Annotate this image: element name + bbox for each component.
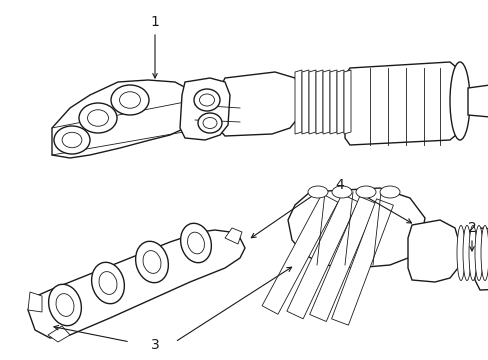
Ellipse shape [56, 294, 74, 316]
Polygon shape [315, 70, 323, 134]
Ellipse shape [111, 85, 149, 115]
Polygon shape [180, 78, 229, 140]
Polygon shape [294, 70, 302, 134]
Ellipse shape [379, 186, 399, 198]
Polygon shape [308, 70, 315, 134]
Ellipse shape [54, 126, 90, 154]
Polygon shape [343, 70, 350, 134]
Polygon shape [52, 80, 195, 158]
Ellipse shape [198, 113, 222, 133]
Ellipse shape [187, 232, 204, 254]
Text: 4: 4 [335, 178, 344, 192]
Polygon shape [474, 228, 488, 290]
Ellipse shape [456, 225, 464, 280]
Polygon shape [407, 220, 459, 282]
Text: 2: 2 [467, 221, 475, 235]
Ellipse shape [119, 92, 140, 108]
Ellipse shape [91, 262, 124, 304]
Ellipse shape [199, 94, 214, 106]
Ellipse shape [99, 271, 117, 294]
Polygon shape [48, 326, 70, 342]
Polygon shape [309, 197, 376, 321]
Ellipse shape [480, 225, 488, 280]
Ellipse shape [462, 225, 470, 280]
Ellipse shape [62, 132, 81, 148]
Ellipse shape [135, 241, 168, 283]
Polygon shape [28, 230, 244, 338]
Ellipse shape [307, 186, 327, 198]
Polygon shape [331, 199, 393, 325]
Ellipse shape [203, 117, 217, 129]
Text: 1: 1 [150, 15, 159, 29]
Polygon shape [28, 292, 42, 312]
Polygon shape [302, 70, 308, 134]
Polygon shape [287, 188, 424, 268]
Ellipse shape [142, 251, 161, 273]
Polygon shape [286, 194, 357, 319]
Polygon shape [467, 85, 488, 117]
Ellipse shape [180, 223, 211, 263]
Polygon shape [218, 72, 299, 136]
Text: 3: 3 [150, 338, 159, 352]
Polygon shape [224, 228, 242, 244]
Ellipse shape [79, 103, 117, 133]
Polygon shape [345, 62, 463, 145]
Polygon shape [329, 70, 336, 134]
Ellipse shape [87, 110, 108, 126]
Ellipse shape [355, 186, 375, 198]
Ellipse shape [331, 186, 351, 198]
Polygon shape [262, 194, 337, 314]
Ellipse shape [449, 62, 469, 140]
Ellipse shape [194, 89, 220, 111]
Ellipse shape [468, 225, 476, 280]
Ellipse shape [474, 225, 482, 280]
Polygon shape [323, 70, 329, 134]
Polygon shape [336, 70, 343, 134]
Ellipse shape [48, 284, 81, 326]
